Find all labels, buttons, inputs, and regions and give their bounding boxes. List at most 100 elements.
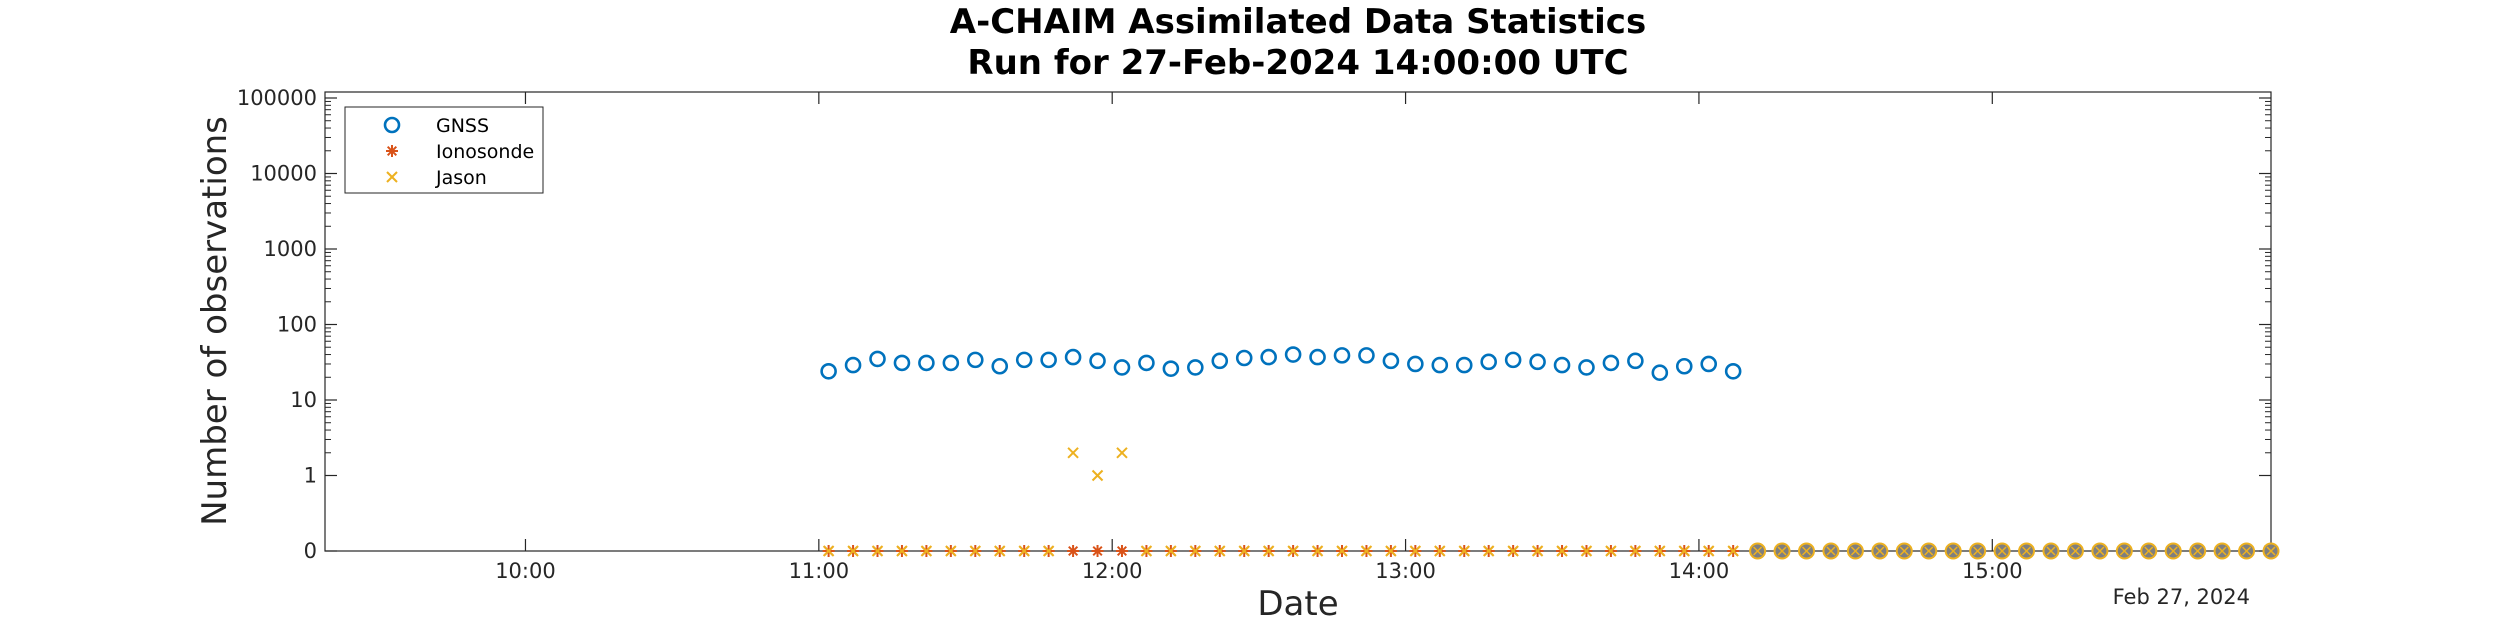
data-point bbox=[1969, 542, 1987, 560]
y-tick-label: 10 bbox=[290, 388, 317, 412]
data-point bbox=[869, 350, 886, 368]
y-tick-label: 100 bbox=[277, 313, 317, 337]
data-point bbox=[1091, 469, 1104, 482]
data-point bbox=[1015, 351, 1033, 369]
data-point bbox=[1724, 362, 1742, 380]
data-point bbox=[1238, 545, 1250, 557]
data-point bbox=[1336, 545, 1348, 557]
data-point bbox=[1507, 545, 1519, 557]
data-point bbox=[1360, 545, 1373, 557]
data-point bbox=[1798, 542, 1816, 560]
data-point bbox=[1311, 545, 1324, 557]
data-point bbox=[820, 362, 837, 380]
data-point bbox=[1235, 349, 1253, 367]
data-point bbox=[1822, 542, 1840, 560]
data-point bbox=[1187, 359, 1204, 376]
data-point bbox=[1287, 545, 1299, 557]
data-point bbox=[1480, 353, 1497, 371]
data-point bbox=[896, 545, 908, 557]
x-tick-label: 13:00 bbox=[1375, 559, 1436, 583]
x-axis-label: Date bbox=[1257, 584, 1338, 624]
data-point bbox=[1284, 346, 1302, 363]
data-point bbox=[893, 354, 911, 372]
data-point bbox=[1773, 542, 1791, 560]
plot-area bbox=[324, 91, 2272, 552]
data-point bbox=[991, 357, 1009, 375]
data-point bbox=[1262, 545, 1275, 557]
data-point bbox=[1165, 545, 1177, 557]
x-tick-label: 12:00 bbox=[1082, 559, 1143, 583]
data-point bbox=[1214, 545, 1226, 557]
data-point bbox=[1602, 354, 1620, 372]
data-point bbox=[2238, 542, 2256, 560]
data-point bbox=[1846, 542, 1864, 560]
data-point bbox=[2091, 542, 2109, 560]
data-point bbox=[1382, 352, 1400, 370]
data-point bbox=[1675, 357, 1693, 375]
data-point bbox=[1654, 545, 1666, 557]
x-tick-label: 15:00 bbox=[1962, 559, 2023, 583]
x-date-note: Feb 27, 2024 bbox=[2113, 585, 2250, 609]
data-point bbox=[1358, 347, 1375, 364]
legend-label-ionosonde: Ionosonde bbox=[436, 141, 534, 163]
axis-ticks: 10:00 11:00 12:00 13:00 14:00 15:00 0 1 10 100 100… bbox=[237, 86, 2271, 583]
data-point bbox=[920, 545, 933, 557]
data-point bbox=[1578, 359, 1595, 376]
data-point bbox=[969, 545, 982, 557]
data-point bbox=[844, 356, 862, 374]
data-point bbox=[1605, 545, 1617, 557]
y-tick-label: 1000 bbox=[264, 237, 317, 261]
data-point bbox=[1067, 447, 1079, 459]
y-tick-label: 10000 bbox=[250, 162, 317, 186]
legend-box bbox=[344, 106, 544, 194]
y-tick-label: 0 bbox=[304, 539, 317, 563]
data-point bbox=[1529, 353, 1546, 371]
data-point bbox=[1211, 352, 1229, 370]
data-point bbox=[1629, 545, 1642, 557]
data-point bbox=[966, 351, 984, 369]
data-point bbox=[1482, 545, 1495, 557]
x-tick-label: 10:00 bbox=[495, 559, 556, 583]
data-point bbox=[2066, 542, 2084, 560]
data-point bbox=[1189, 545, 1202, 557]
data-point bbox=[1871, 542, 1889, 560]
data-point bbox=[2164, 542, 2182, 560]
data-point bbox=[1531, 545, 1544, 557]
data-point bbox=[1895, 542, 1913, 560]
data-point bbox=[1993, 542, 2011, 560]
series-jason bbox=[822, 447, 1739, 557]
data-point bbox=[1556, 545, 1568, 557]
data-point bbox=[1434, 545, 1446, 557]
series-projected bbox=[1749, 542, 2280, 560]
legend-label-jason: Jason bbox=[435, 167, 487, 189]
data-point bbox=[2189, 542, 2207, 560]
legend-marker-ionosonde bbox=[386, 145, 398, 157]
data-point bbox=[1309, 348, 1326, 366]
data-point bbox=[2115, 542, 2133, 560]
data-point bbox=[1678, 545, 1690, 557]
legend-marker-gnss bbox=[383, 116, 401, 134]
data-point bbox=[822, 545, 835, 557]
data-point bbox=[1920, 542, 1938, 560]
data-point bbox=[918, 354, 935, 372]
data-point bbox=[2018, 542, 2036, 560]
data-series bbox=[820, 346, 2280, 560]
data-point bbox=[2042, 542, 2060, 560]
data-point bbox=[1040, 351, 1057, 369]
data-point bbox=[1064, 348, 1082, 366]
data-point bbox=[1260, 348, 1277, 366]
data-point bbox=[1162, 360, 1180, 377]
data-point bbox=[1944, 542, 1962, 560]
chart-title: A-CHAIM Assimilated Data Statistics bbox=[950, 2, 1646, 42]
data-point bbox=[1138, 354, 1155, 372]
data-point bbox=[1116, 447, 1128, 459]
data-point bbox=[1409, 545, 1422, 557]
data-point bbox=[1067, 545, 1080, 557]
data-point bbox=[1431, 356, 1449, 374]
data-point bbox=[1091, 545, 1104, 557]
y-tick-label: 100000 bbox=[237, 86, 317, 110]
data-point bbox=[1651, 364, 1669, 381]
legend: GNSS Ionosonde Jason bbox=[344, 106, 544, 194]
data-point bbox=[1727, 545, 1739, 557]
